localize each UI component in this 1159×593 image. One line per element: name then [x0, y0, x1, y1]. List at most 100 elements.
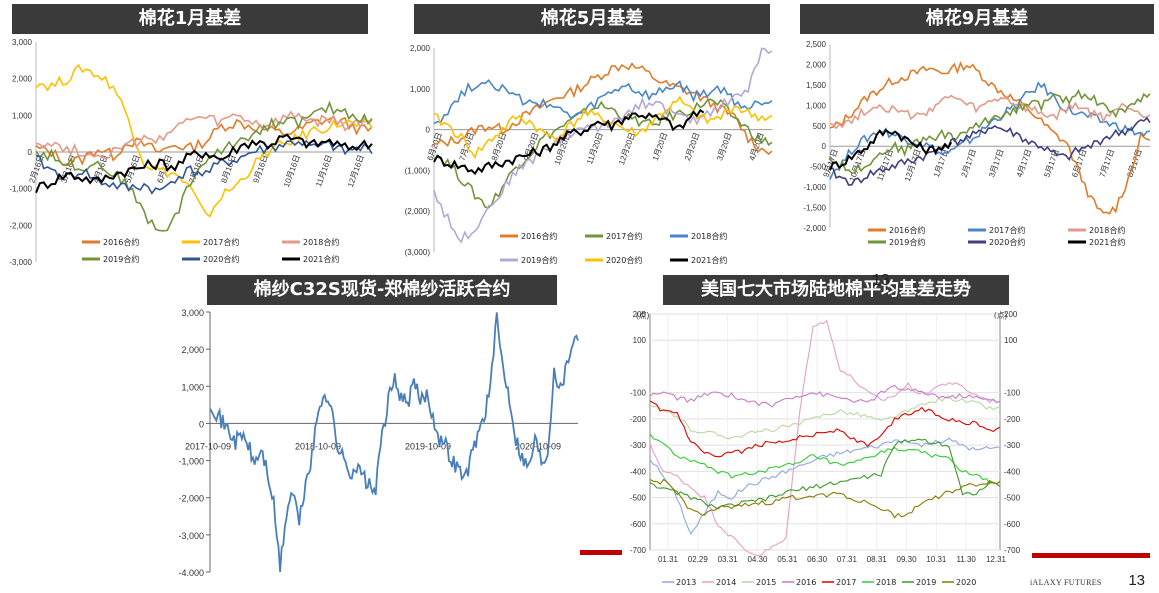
chart-us: 200 200 100 100 -100 -100 -200 -200 -300 -300 -400… — [630, 310, 1021, 587]
series-line-2021合约 — [829, 128, 953, 171]
y-unit-left: (点) — [636, 311, 650, 320]
y-tick-label-right: 100 — [1004, 336, 1018, 345]
x-tick-label: 11.30 — [956, 555, 976, 564]
legend-label: 2016合约 — [103, 237, 139, 247]
legend-label: 2016合约 — [889, 225, 925, 235]
legend-label: 2020合约 — [989, 237, 1025, 247]
series-line-2019合约 — [35, 100, 373, 232]
x-tick-label: 06.30 — [807, 555, 828, 564]
y-tick-label-right: -100 — [1004, 389, 1021, 398]
y-tick-label: -1,000 — [803, 183, 826, 192]
legend-label: 2021合约 — [303, 254, 339, 264]
legend-label: 2016 — [796, 578, 816, 587]
y-unit-right: (点) — [994, 311, 1008, 320]
x-tick-label: 09.30 — [897, 555, 918, 564]
series-line-2019 — [649, 438, 1001, 510]
x-tick-label: 03.31 — [718, 555, 739, 564]
y-tick-label: -400 — [630, 467, 647, 476]
x-tick-label: 12月16日 — [346, 154, 366, 189]
chart-yarn: 3,000 2,000 1,000 0 -1,000 -2,000 -3,000 -4,000… — [178, 308, 579, 576]
y-tick-label: -1,000 — [9, 185, 32, 194]
x-tick-label: 12月20日 — [617, 131, 637, 166]
x-tick-label: 3月17日 — [987, 148, 1005, 179]
legend-label: 2017合约 — [203, 237, 239, 247]
x-tick-label: 7月17日 — [1098, 148, 1116, 179]
chart-title-jan: 棉花1月基差 — [12, 4, 368, 34]
chart-title-us: 美国七大市场陆地棉平均基差走势 — [663, 275, 1009, 305]
page-number: 13 — [1128, 572, 1145, 589]
series-line-2020 — [649, 478, 1001, 519]
y-tick-label: -700 — [630, 546, 647, 555]
series-line-2021合约 — [433, 108, 705, 176]
x-tick-label: 04.30 — [747, 555, 768, 564]
legend-label: 2020合约 — [203, 254, 239, 264]
y-tick-label: -2,000 — [178, 494, 204, 504]
y-tick-label: 2,000 — [12, 75, 33, 84]
y-tick-label: 1,000 — [410, 85, 431, 94]
y-tick-label: 1,000 — [181, 382, 204, 392]
y-tick-label: -3,000 — [9, 258, 32, 267]
series-line-2020合约 — [35, 139, 373, 195]
y-tick-label-right: -500 — [1004, 494, 1021, 503]
legend-label: 2020 — [956, 578, 976, 587]
legend-label: 2016合约 — [521, 231, 557, 241]
legend-label: 2018合约 — [1089, 225, 1125, 235]
x-tick-label: 2017-10-09 — [185, 441, 231, 451]
legend-label: 2018 — [876, 578, 896, 587]
legend-label: 2021合约 — [1089, 237, 1125, 247]
series-line-2020合约 — [433, 95, 773, 160]
y-tick-label: 500 — [813, 122, 827, 131]
y-tick-label: (3,000) — [405, 248, 431, 257]
y-tick-label: 0 — [426, 126, 431, 135]
y-tick-label: -1,000 — [178, 457, 204, 467]
chart-title-may: 棉花5月基差 — [414, 4, 770, 34]
series-line-2015 — [649, 395, 1001, 440]
legend-label: 2018合约 — [691, 231, 727, 241]
x-tick-label: 1月20日 — [651, 131, 669, 162]
x-tick-label: 08.31 — [867, 555, 888, 564]
y-tick-label: -3,000 — [178, 531, 204, 541]
chart-title-sep: 棉花9月基差 — [800, 4, 1154, 34]
y-tick-label: 3,000 — [181, 308, 204, 318]
chart-sep: 2,500 2,000 1,500 1,000 500 0 -500 -1,000 -1,500… — [803, 40, 1151, 247]
y-tick-label: 2,500 — [806, 40, 827, 49]
x-tick-label: 3月20日 — [715, 131, 733, 162]
legend-label: 2019合约 — [889, 237, 925, 247]
y-tick-label-right: -700 — [1004, 546, 1021, 555]
x-tick-label: 7月16日 — [187, 154, 205, 185]
y-tick-label: -2,000 — [9, 221, 32, 230]
y-tick-label: 100 — [633, 336, 647, 345]
red-rule-right — [1032, 553, 1150, 558]
y-tick-label-right: -300 — [1004, 441, 1021, 450]
x-tick-label: 11月20日 — [585, 131, 605, 165]
x-tick-label: 2月20日 — [683, 131, 701, 162]
x-tick-label: 2019-10-09 — [405, 441, 451, 451]
y-tick-label: -1,500 — [803, 204, 826, 213]
y-tick-label: -100 — [630, 389, 647, 398]
y-tick-label: 2,000 — [410, 44, 431, 53]
x-tick-label: 5月17日 — [1042, 148, 1060, 179]
series-line-2018合约 — [829, 94, 1151, 130]
legend-label: 2021合约 — [691, 255, 727, 265]
legend-label: 2017合约 — [989, 225, 1025, 235]
y-tick-label: 0 — [199, 419, 204, 429]
x-tick-label: 01.31 — [658, 555, 679, 564]
series-line-2021合约 — [35, 133, 373, 194]
x-tick-label: 2018-10-09 — [295, 441, 341, 451]
y-tick-label: 1,000 — [12, 111, 33, 120]
x-tick-label: 05.31 — [777, 555, 798, 564]
legend-label: 2013 — [676, 578, 696, 587]
series-line-2016合约 — [433, 62, 773, 156]
y-tick-label: 1,500 — [806, 81, 827, 90]
y-tick-label-right: -400 — [1004, 467, 1021, 476]
overlay-number: 13 — [872, 272, 890, 289]
legend-label: 2017合约 — [606, 231, 642, 241]
y-tick-label: 3,000 — [12, 38, 33, 47]
y-tick-label: 200 — [633, 310, 647, 319]
series-line-2016合约 — [35, 115, 373, 167]
x-tick-label: 10月16日 — [282, 154, 302, 189]
y-tick-label: -300 — [630, 441, 647, 450]
x-tick-label: 4月17日 — [1015, 148, 1033, 179]
